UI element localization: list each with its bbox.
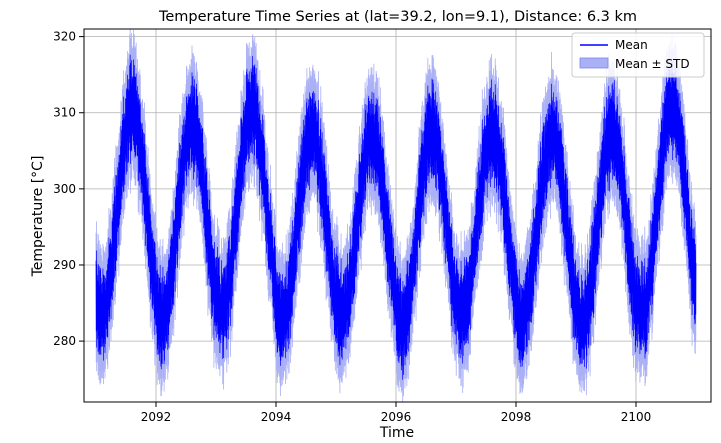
mean-line [95,54,697,380]
legend-band-swatch [579,57,609,69]
x-axis-ticks: 2092 2094 2096 2098 2100 [141,402,652,424]
legend: Mean Mean ± STD [571,32,705,78]
plot-frame [83,28,712,403]
y-axis-label: Temperature [°C] [30,156,46,278]
x-axis-label: Time [379,425,414,441]
x-tick-label: 2096 [381,410,412,424]
y-tick-label: 280 [53,334,76,348]
y-tick-label: 310 [53,106,76,120]
x-tick-label: 2100 [621,410,652,424]
chart-title: Temperature Time Series at (lat=39.2, lo… [158,9,637,25]
legend-band-label: Mean ± STD [615,57,690,71]
x-tick-label: 2098 [501,410,532,424]
legend-mean-label: Mean [615,38,648,52]
y-axis-ticks: 280 290 300 310 320 [53,30,84,348]
x-tick-label: 2092 [141,410,172,424]
y-tick-label: 290 [53,258,76,272]
y-tick-label: 300 [53,182,76,196]
y-tick-label: 320 [53,30,76,44]
x-tick-label: 2094 [261,410,292,424]
